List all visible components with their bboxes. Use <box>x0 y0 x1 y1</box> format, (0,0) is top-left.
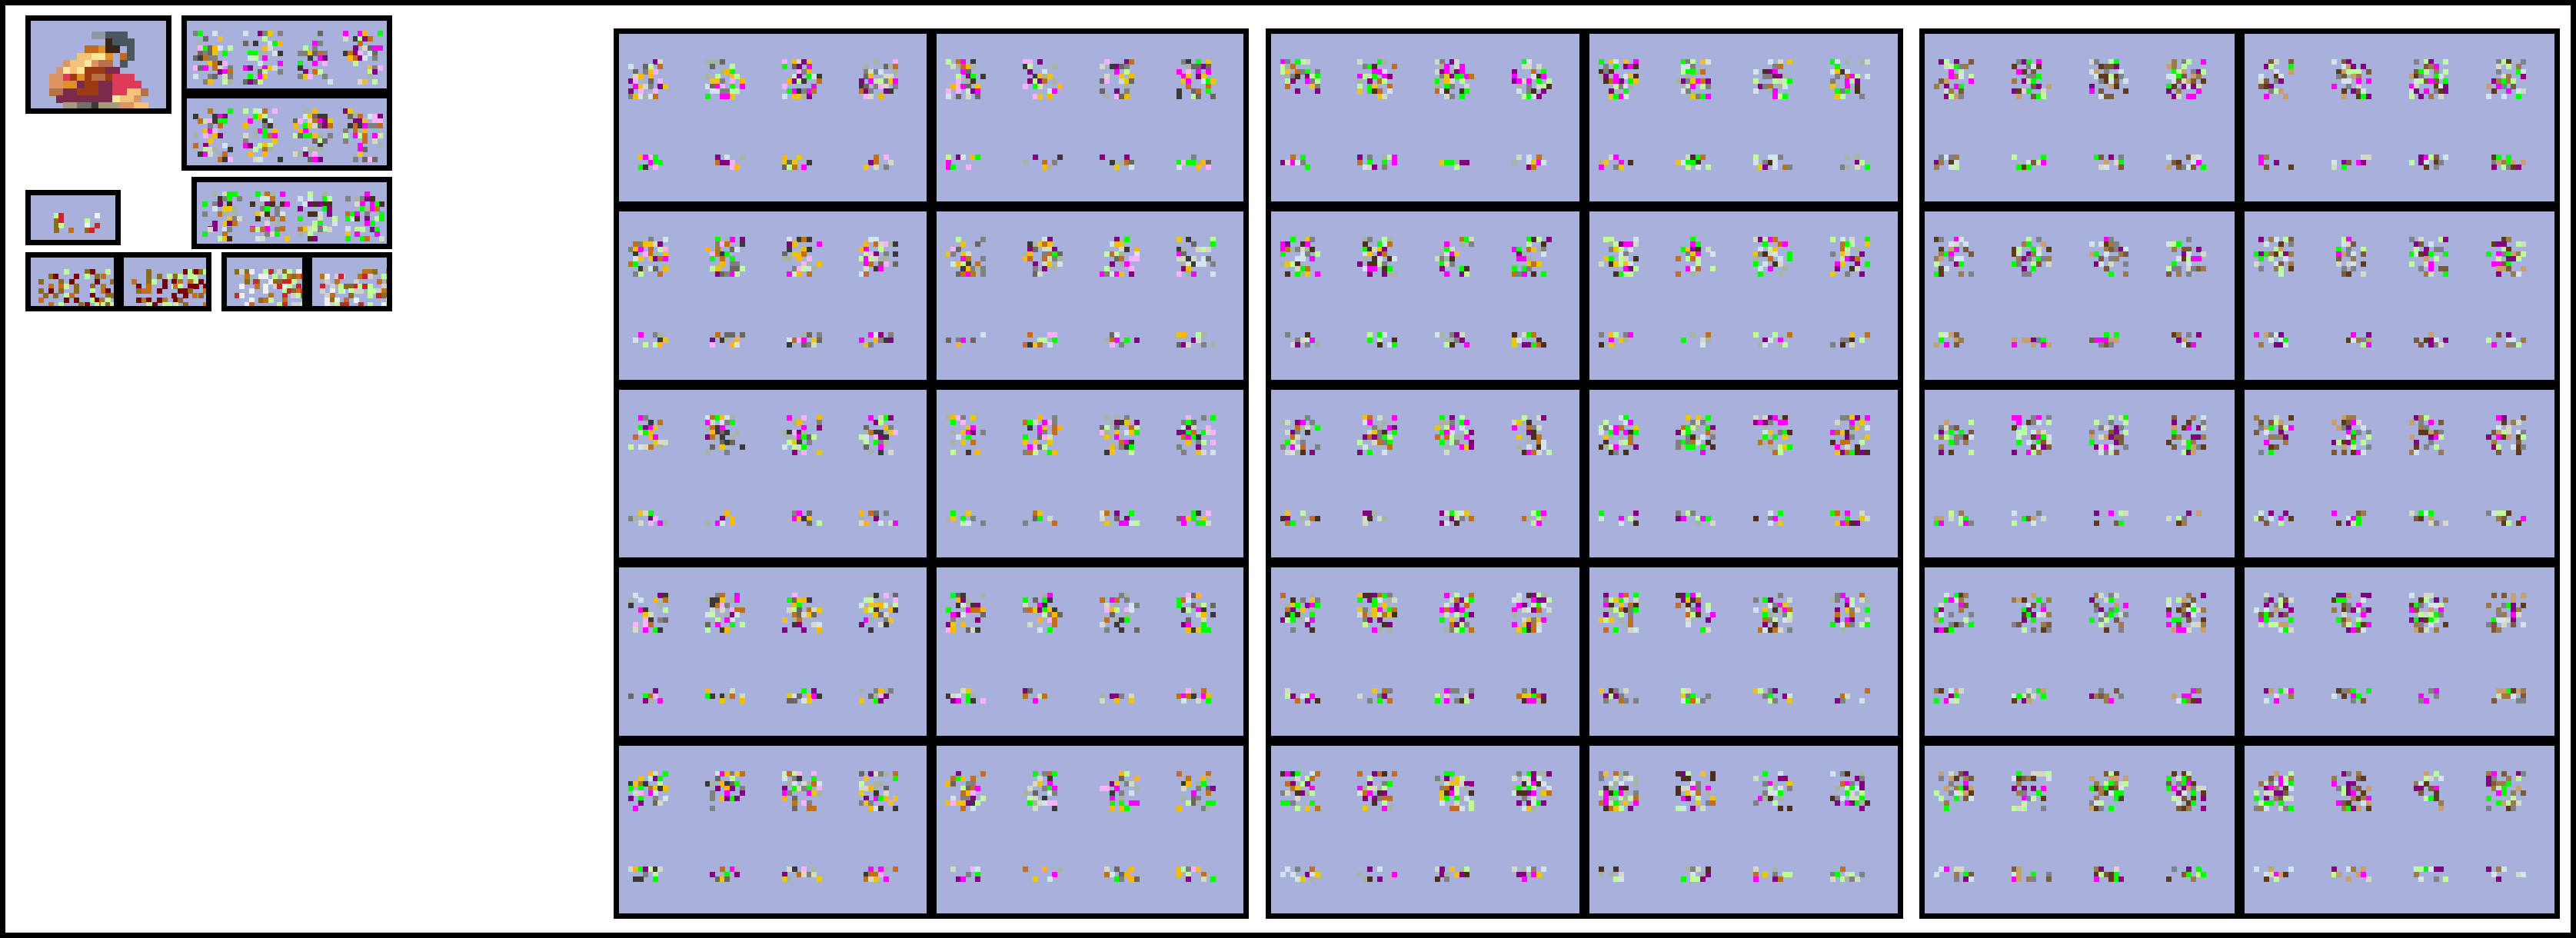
sprite-frames <box>1925 211 2235 380</box>
sprite-cell <box>2245 211 2554 380</box>
sprite-frames <box>936 745 1243 913</box>
sprite-cell <box>936 567 1243 736</box>
sprite-frames <box>31 258 114 306</box>
sprite-frames <box>2245 34 2554 201</box>
sprite-frames <box>1271 211 1579 380</box>
small-items-panel <box>25 190 121 245</box>
sprite-cell <box>1271 211 1579 380</box>
sprite-frames <box>936 389 1243 557</box>
sprite-cell <box>2245 34 2554 202</box>
sprite-frames <box>187 98 387 165</box>
sprite-frames <box>1589 211 1898 380</box>
sprite-cell <box>187 98 387 165</box>
sprite-frames <box>31 195 115 240</box>
sprite-cell <box>31 21 166 108</box>
sprite-frames <box>2245 745 2554 913</box>
sprite-frames <box>2245 567 2554 736</box>
sprite-cell <box>1589 389 1898 558</box>
sprite-cell <box>187 21 387 88</box>
sprite-frames <box>1271 389 1579 557</box>
sprite-frames <box>1271 567 1579 736</box>
sprite-cell <box>227 258 302 306</box>
sprite-frames <box>2245 389 2554 557</box>
hero-portrait-panel <box>25 15 171 114</box>
animation-group-3 <box>1919 28 2560 919</box>
sprite-cell <box>1271 34 1579 202</box>
sprite-cell <box>1271 745 1579 913</box>
sprite-frames <box>619 745 927 913</box>
sprite-frames <box>619 34 927 201</box>
enemy-frames-panel-a <box>181 15 392 171</box>
sprite-frames <box>619 211 927 380</box>
sprite-cell <box>1925 745 2235 913</box>
animation-group-2 <box>1266 28 1903 919</box>
sprite-frames <box>227 258 302 306</box>
item-sheet-panel-a <box>25 252 211 311</box>
sprite-frames <box>1271 745 1579 913</box>
sprite-cell <box>1925 389 2235 558</box>
sprite-cell <box>311 258 387 306</box>
sprite-frames <box>123 258 206 306</box>
sprite-cell <box>936 745 1243 913</box>
item-sheet-panel-b <box>221 252 392 311</box>
sprite-frames <box>311 258 387 306</box>
sprite-cell <box>619 211 927 380</box>
sprite-cell <box>936 389 1243 558</box>
animation-group-1 <box>614 28 1249 919</box>
sprite-cell <box>2245 567 2554 736</box>
sprite-cell <box>936 34 1243 202</box>
sprite-cell <box>1589 211 1898 380</box>
sprite-frames <box>1271 34 1579 201</box>
sprite-frames <box>1925 745 2235 913</box>
sprite-frames <box>936 567 1243 736</box>
sprite-frames <box>197 182 387 244</box>
sprite-cell <box>936 211 1243 380</box>
sprite-frames <box>1589 389 1898 557</box>
sprite-frames <box>2245 211 2554 380</box>
sprite-frames <box>31 21 166 108</box>
sprite-cell <box>1589 745 1898 913</box>
sprite-cell <box>1271 567 1579 736</box>
sprite-cell <box>1925 567 2235 736</box>
sprite-frames <box>187 21 387 88</box>
sprite-cell <box>1925 211 2235 380</box>
sprite-frames <box>1925 567 2235 736</box>
sprite-frames <box>1925 389 2235 557</box>
sprite-cell <box>619 567 927 736</box>
enemy-frames-panel-b <box>191 177 392 249</box>
sprite-cell <box>619 745 927 913</box>
sprite-frames <box>936 211 1243 380</box>
sprite-cell <box>2245 389 2554 558</box>
sprite-cell <box>1589 34 1898 202</box>
sprite-cell <box>619 34 927 202</box>
sprite-cell <box>1589 567 1898 736</box>
sprite-frames <box>619 389 927 557</box>
sprite-frames <box>1925 34 2235 201</box>
sprite-frames <box>1589 567 1898 736</box>
sprite-frames <box>936 34 1243 201</box>
sprite-frames <box>619 567 927 736</box>
sprite-cell <box>1925 34 2235 202</box>
sprite-cell <box>31 195 115 240</box>
sprite-cell <box>1271 389 1579 558</box>
sprite-cell <box>619 389 927 558</box>
sprite-cell <box>2245 745 2554 913</box>
sprite-frames <box>1589 745 1898 913</box>
sprite-frames <box>1589 34 1898 201</box>
sprite-cell <box>31 258 114 306</box>
sprite-cell <box>197 182 387 244</box>
sprite-cell <box>123 258 206 306</box>
